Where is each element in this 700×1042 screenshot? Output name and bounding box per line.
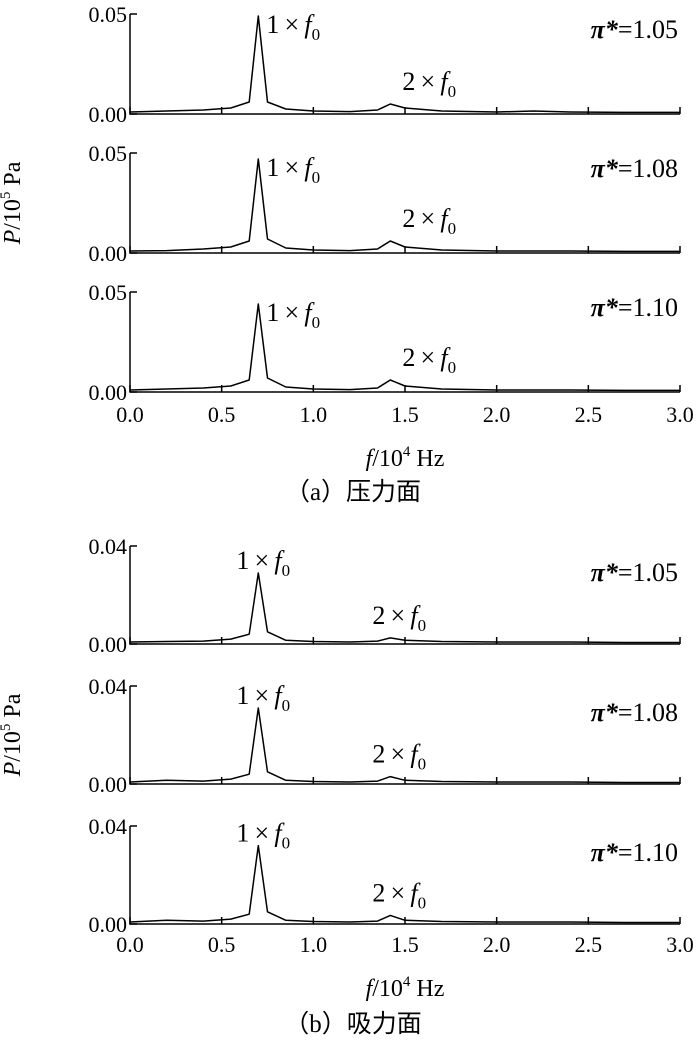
peak-label-1x: 1 × f0: [266, 153, 320, 187]
figure-caption: （b）吸力面: [284, 1010, 422, 1038]
peak-label-2x: 2 × f0: [402, 343, 456, 377]
spectrum-line: [129, 303, 680, 392]
panel-a-1: 0.00 0.05: [89, 2, 681, 127]
x-tick-label: 1.0: [300, 402, 328, 427]
y-tick-label: 0.05: [89, 280, 128, 305]
y-tick-label: 0.05: [89, 2, 128, 27]
x-tick-label: 0.5: [208, 932, 236, 957]
panel-a-2: 0.00 0.05: [89, 141, 681, 266]
pressure-ratio-label: π*=1.08: [591, 154, 678, 183]
panel-b-1: 0.00 0.04: [89, 534, 681, 657]
y-tick-label: 0.00: [89, 241, 128, 266]
x-tick-label: 2.0: [483, 402, 511, 427]
x-tick-label: 0.0: [116, 932, 144, 957]
x-tick-label: 1.0: [300, 932, 328, 957]
x-tick-label: 2.5: [575, 932, 603, 957]
pressure-ratio-label: π*=1.08: [591, 698, 678, 727]
peak-label-2x: 2 × f0: [372, 878, 426, 912]
y-tick-label: 0.05: [89, 141, 128, 166]
spectrum-line: [129, 15, 680, 114]
pressure-ratio-label: π*=1.05: [591, 558, 678, 587]
x-tick-label: 1.5: [391, 932, 419, 957]
spectrum-line: [129, 844, 680, 924]
y-axis-label: P/105 Pa: [0, 693, 26, 777]
pressure-ratio-label: π*=1.10: [591, 293, 678, 322]
peak-label-2x: 2 × f0: [372, 601, 426, 635]
x-tick-label: 0.0: [116, 402, 144, 427]
peak-label-2x: 2 × f0: [402, 204, 456, 238]
spectrum-line: [129, 158, 680, 253]
x-tick-label: 0.5: [208, 402, 236, 427]
panel-b-2: 0.00 0.04: [89, 674, 681, 797]
x-tick-label: 2.0: [483, 932, 511, 957]
figure-b: 0.00 0.04 0.00 0.04 0.00 0.04 0.0 0.5 1.0 1.5 2.0 2…: [89, 534, 694, 1038]
x-tick-label: 1.5: [391, 402, 419, 427]
pressure-ratio-label: π*=1.10: [591, 838, 678, 867]
peak-label-1x: 1 × f0: [266, 298, 320, 332]
peak-label-1x: 1 × f0: [266, 10, 320, 44]
panel-b-3: 0.00 0.04: [89, 814, 681, 937]
y-tick-label: 0.00: [89, 772, 128, 797]
y-tick-label: 0.00: [89, 632, 128, 657]
figure-a: 0.00 0.05 0.00 0.05 0.00 0.05 0.0 0.5 1.0 1.5 2.0 2…: [89, 2, 694, 506]
y-tick-label: 0.00: [89, 102, 128, 127]
x-axis-label: f/104 Hz: [366, 974, 445, 1002]
x-axis-label: f/104 Hz: [366, 444, 445, 472]
y-axis-label: P/105 Pa: [0, 161, 26, 245]
figure-caption: （a）压力面: [285, 478, 421, 506]
spectrum-line: [129, 707, 680, 784]
y-tick-label: 0.04: [89, 814, 128, 839]
x-tick-label: 2.5: [575, 402, 603, 427]
y-tick-label: 0.04: [89, 534, 128, 559]
y-tick-label: 0.00: [89, 912, 128, 937]
y-tick-label: 0.00: [89, 380, 128, 405]
peak-label-1x: 1 × f0: [236, 681, 290, 715]
peak-label-1x: 1 × f0: [236, 546, 290, 580]
y-tick-label: 0.04: [89, 674, 128, 699]
pressure-ratio-label: π*=1.05: [591, 15, 678, 44]
spectrum-line: [129, 572, 680, 644]
peak-label-2x: 2 × f0: [372, 740, 426, 774]
panel-a-3: 0.00 0.05: [89, 280, 681, 405]
peak-label-1x: 1 × f0: [236, 819, 290, 853]
peak-label-2x: 2 × f0: [402, 67, 456, 101]
x-tick-label: 3.0: [666, 402, 694, 427]
x-tick-label: 3.0: [666, 932, 694, 957]
